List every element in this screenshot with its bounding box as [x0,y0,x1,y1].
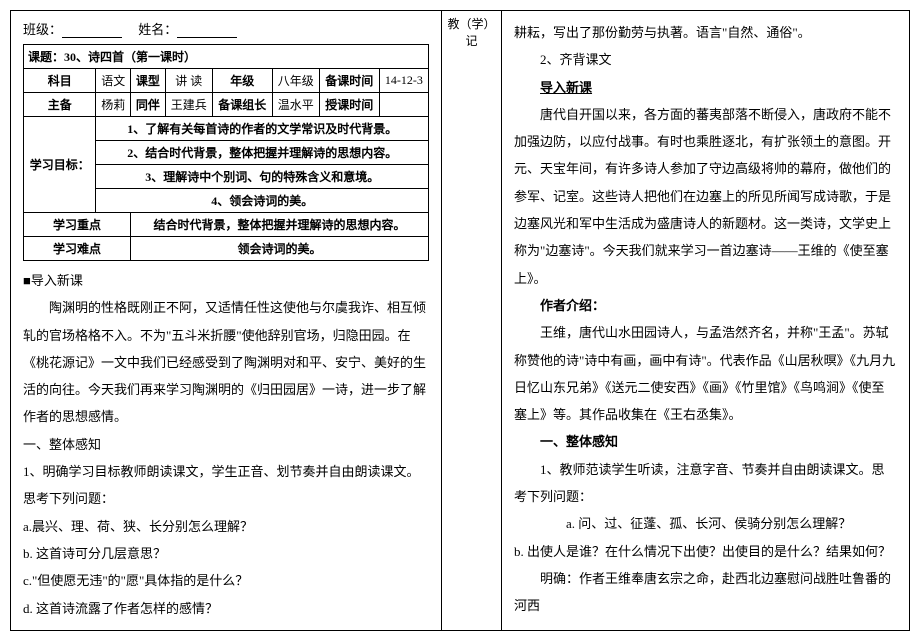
document-page: 班级： 姓名： 课题：30、诗四首（第一课时） 科目 语文 课型 讲 读 年级 … [10,10,910,631]
right-author-heading: 作者介绍： [514,292,897,319]
right-clarify: 明确：作者王维奉唐玄宗之命，赴西北边塞慰问战胜吐鲁番的河西 [514,565,897,620]
left-content: ■导入新课 陶渊明的性格既刚正不阿，又适情任性这使他与尔虞我诈、相互倾轧的官场格… [23,267,429,622]
name-blank [177,24,237,38]
left-qa: a.晨兴、理、荷、狭、长分别怎么理解？ [23,513,429,540]
midcol-label: 教（学）记 [448,17,496,48]
type-value: 讲 读 [165,69,212,93]
right-intro-text: 唐代自开国以来，各方面的蕃夷部落不断侵入，唐政府不能不加强边防，以应付战事。有时… [514,101,897,292]
coop-value: 王建兵 [165,93,212,117]
grade-value: 八年级 [272,69,319,93]
preptime-value: 14-12-3 [379,69,428,93]
right-intro-heading: 导入新课 [514,74,897,101]
left-section-1: 一、整体感知 [23,431,429,458]
topic-label: 课题： [28,50,64,64]
right-section-1: 一、整体感知 [514,428,897,455]
right-qa: a. 问、过、征蓬、孤、长河、侯骑分别怎么理解？ [514,510,897,537]
preparer-label: 主备 [24,93,96,117]
goal-1: 1、了解有关每首诗的作者的文学常识及时代背景。 [96,117,429,141]
left-q-intro: 1、明确学习目标教师朗读课文，学生正音、划节奏并自由朗读课文。思考下列问题： [23,458,429,513]
right-p2: 2、齐背课文 [514,46,897,73]
class-label: 班级： [23,22,62,37]
header-line: 班级： 姓名： [23,19,429,38]
right-column: 耕耘，写出了那份勤劳与执著。语言"自然、通俗"。 2、齐背课文 导入新课 唐代自… [502,11,909,630]
diff-value: 领会诗词的美。 [131,237,429,261]
left-column: 班级： 姓名： 课题：30、诗四首（第一课时） 科目 语文 课型 讲 读 年级 … [11,11,442,630]
topic-value: 30、诗四首（第一课时） [64,50,196,64]
left-intro-text: 陶渊明的性格既刚正不阿，又适情任性这使他与尔虞我诈、相互倾轧的官场格格不入。不为… [23,294,429,430]
coop-label: 同伴 [131,93,166,117]
preparer-value: 杨莉 [96,93,131,117]
teachtime-label: 授课时间 [319,93,379,117]
right-p1: 耕耘，写出了那份勤劳与执著。语言"自然、通俗"。 [514,19,897,46]
middle-column: 教（学）记 [442,11,502,630]
goal-4: 4、领会诗词的美。 [96,189,429,213]
right-q-intro: 1、教师范读学生听读，注意字音、节奏并自由朗读课文。思考下列问题： [514,456,897,511]
right-author-text: 王维，唐代山水田园诗人，与孟浩然齐名，并称"王孟"。苏轼称赞他的诗"诗中有画，画… [514,319,897,428]
type-label: 课型 [131,69,166,93]
focus-label: 学习重点 [24,213,131,237]
grade-label: 年级 [212,69,272,93]
focus-value: 结合时代背景，整体把握并理解诗的思想内容。 [131,213,429,237]
leader-value: 温水平 [272,93,319,117]
left-intro-heading: ■导入新课 [23,267,429,294]
class-blank [62,24,122,38]
goals-label: 学习目标： [24,117,96,213]
left-qc: c."但使愿无违"的"愿"具体指的是什么？ [23,567,429,594]
left-qd: d. 这首诗流露了作者怎样的感情？ [23,595,429,622]
diff-label: 学习难点 [24,237,131,261]
preptime-label: 备课时间 [319,69,379,93]
topic-row: 课题：30、诗四首（第一课时） [24,45,429,69]
lesson-info-table: 课题：30、诗四首（第一课时） 科目 语文 课型 讲 读 年级 八年级 备课时间… [23,44,429,261]
left-qb: b. 这首诗可分几层意思？ [23,540,429,567]
goal-2: 2、结合时代背景，整体把握并理解诗的思想内容。 [96,141,429,165]
name-label: 姓名： [138,22,177,37]
subject-value: 语文 [96,69,131,93]
teachtime-value [379,93,428,117]
leader-label: 备课组长 [212,93,272,117]
goal-3: 3、理解诗中个别词、句的特殊含义和意境。 [96,165,429,189]
subject-label: 科目 [24,69,96,93]
right-qb: b. 出使人是谁？在什么情况下出使？出使目的是什么？结果如何？ [514,538,897,565]
